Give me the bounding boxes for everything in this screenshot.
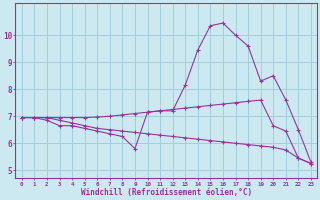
- X-axis label: Windchill (Refroidissement éolien,°C): Windchill (Refroidissement éolien,°C): [81, 188, 252, 197]
